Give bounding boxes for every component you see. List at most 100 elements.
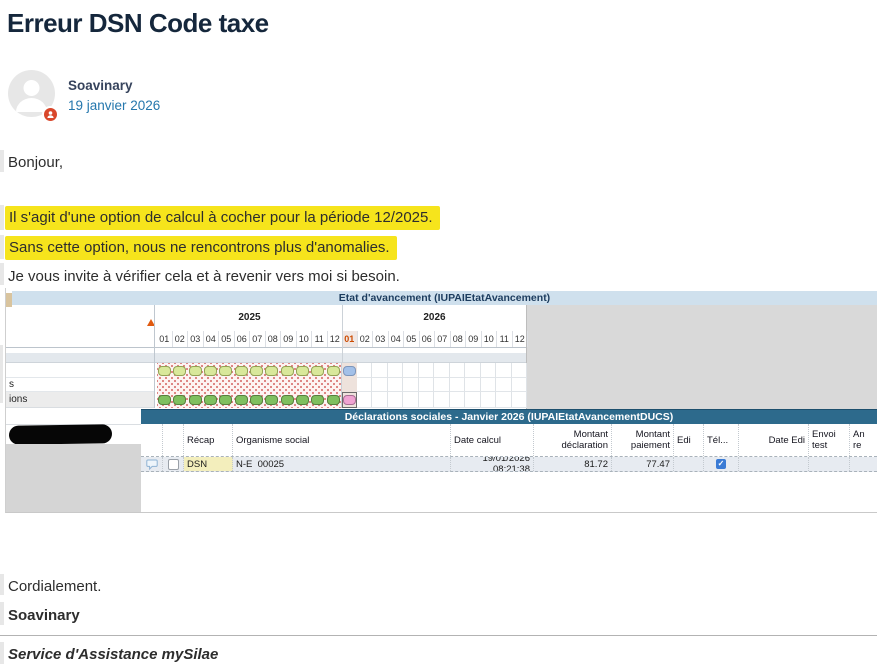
green-pill (265, 395, 279, 405)
cell-2026-04 (387, 392, 404, 408)
left-edge-mark (0, 263, 4, 285)
col-organisme: Organisme social (233, 424, 451, 456)
cell-2026-07 (434, 378, 450, 392)
cell-2026-08 (449, 378, 466, 392)
comment-column-header (141, 424, 163, 456)
cells-2026-row-2 (357, 378, 527, 392)
cell-2025-04 (203, 392, 218, 408)
ducs-header-row: Récap Organisme social Date calcul Monta… (141, 424, 877, 457)
cell-2026-12 (511, 378, 527, 392)
col-edi: Edi (674, 424, 704, 456)
cell-2025-10 (295, 392, 310, 408)
row-checkbox[interactable] (163, 457, 184, 471)
month-2026-12: 12 (513, 331, 528, 347)
month-2026-10: 10 (482, 331, 497, 347)
cell-2026-07 (434, 392, 450, 408)
envoi-test-value (809, 457, 850, 471)
row-label-blank (6, 408, 141, 425)
cell-2025-07 (249, 363, 264, 378)
green-pill (311, 395, 325, 405)
blue-pill (343, 365, 356, 376)
month-2026-08: 08 (451, 331, 466, 347)
cell-2025-07 (249, 392, 264, 408)
pills-2025-row-1 (157, 363, 342, 378)
cells-2026-row-1 (357, 363, 527, 378)
month-2025-10: 10 (297, 331, 312, 347)
cell-2025-06 (234, 392, 249, 408)
cell-2025-01 (157, 363, 172, 378)
progress-row-2 (157, 378, 527, 392)
green-pill (173, 395, 187, 405)
col-montant-declaration: Montant déclaration (534, 424, 612, 456)
month-2026-03: 03 (373, 331, 389, 347)
cell-2026-03 (372, 363, 388, 378)
green-pill (250, 395, 264, 405)
col-date-calcul: Date calcul (451, 424, 534, 456)
post-date-link[interactable]: 19 janvier 2026 (68, 98, 161, 113)
signature-divider (0, 635, 877, 636)
month-2026-05: 05 (404, 331, 420, 347)
cell-2025-03 (188, 363, 203, 378)
paragraph-greeting: Bonjour, (8, 154, 64, 171)
cell-2026-03 (372, 378, 388, 392)
divider (342, 305, 343, 408)
cell-2026-01-row-2 (342, 378, 357, 392)
cell-2026-04 (387, 363, 404, 378)
author-name: Soavinary (68, 78, 133, 93)
month-2026-09: 09 (466, 331, 482, 347)
highlighted-text: Sans cette option, nous ne rencontrons p… (5, 236, 397, 260)
cell-2025-05 (218, 363, 233, 378)
cell-2025-12 (326, 392, 341, 408)
cell-2025-11 (310, 363, 325, 378)
pills-2025-row-3 (157, 392, 342, 408)
green-pill (296, 395, 310, 405)
month-2026-02: 02 (358, 331, 373, 347)
progress-row-1 (157, 363, 527, 378)
cell-2026-11 (496, 363, 512, 378)
light-pill (173, 365, 187, 376)
progress-row-3 (157, 392, 527, 408)
month-2026-11: 11 (497, 331, 513, 347)
col-envoi-test: Envoi test (809, 424, 850, 456)
light-pill (265, 365, 279, 376)
cell-2026-06 (418, 392, 435, 408)
cell-2025-02 (172, 363, 187, 378)
signature-name: Soavinary (8, 607, 80, 624)
cell-2025-08 (264, 392, 279, 408)
green-pill (219, 395, 233, 405)
col-montant-paiement: Montant paiement (612, 424, 674, 456)
cell-2025-09 (280, 392, 295, 408)
month-2025-06: 06 (235, 331, 250, 347)
avatar[interactable] (8, 70, 59, 123)
gray-panel (6, 444, 141, 512)
divider (154, 305, 155, 408)
light-pill (158, 365, 172, 376)
paragraph-invite: Je vous invite à vérifier cela et à reve… (8, 268, 400, 285)
year-2026-label: 2026 (423, 312, 446, 323)
cell-2026-08 (449, 363, 466, 378)
months-2026: 01 02 03 04 05 06 07 08 09 10 11 12 (342, 331, 528, 347)
month-2026-07: 07 (435, 331, 451, 347)
cell-2025-12 (326, 363, 341, 378)
recap-value: DSN (184, 457, 233, 471)
date-calcul-value: 19/01/2026 08:21:38 (451, 457, 534, 471)
page-title: Erreur DSN Code taxe (7, 8, 269, 38)
cell-2025-08 (264, 363, 279, 378)
ducs-data-row[interactable]: DSN N-E 00025 19/01/2026 08:21:38 81.72 … (141, 457, 877, 472)
cell-2026-09 (465, 378, 481, 392)
montant-declaration-value: 81.72 (534, 457, 612, 471)
cell-2026-06 (418, 378, 435, 392)
cell-2025-02 (172, 392, 187, 408)
tel-checkbox-checked[interactable]: ✓ (704, 457, 739, 471)
light-pill (250, 365, 264, 376)
row-label-s: s (6, 378, 154, 392)
left-edge-mark (0, 642, 4, 664)
month-2026-04: 04 (389, 331, 404, 347)
paragraph-closing: Cordialement. (8, 578, 102, 595)
month-2026-01: 01 (342, 331, 358, 347)
col-tel: Tél... (704, 424, 739, 456)
avancement-title-bar: Etat d'avancement (IUPAIEtatAvancement) (12, 291, 877, 305)
embedded-screenshot[interactable]: Etat d'avancement (IUPAIEtatAvancement) … (5, 288, 877, 513)
cell-2025-11 (310, 392, 325, 408)
